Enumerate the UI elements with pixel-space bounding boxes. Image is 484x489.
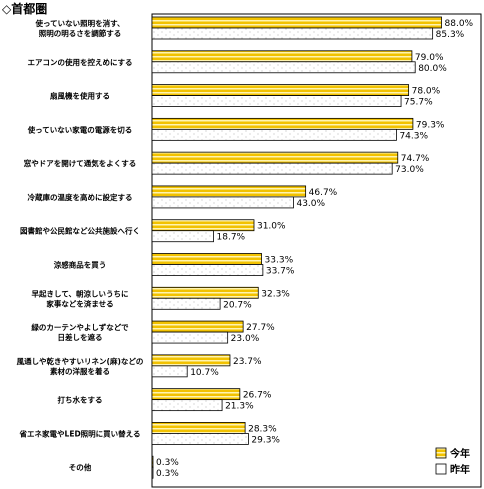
bar-this-year [151,422,246,434]
bar-this-year [151,151,399,164]
category-label: 冷蔵庫の温度を高めに設定する [28,192,133,202]
value-label-this-year: 26.7% [243,391,272,401]
category-label: 日差しを遮る [58,332,103,342]
bar-last-year [151,365,188,378]
bar-this-year [151,117,414,130]
bar-this-year [151,50,413,63]
bar-last-year [151,196,294,209]
value-label-last-year: 74.3% [399,131,428,141]
value-label-this-year: 31.0% [257,222,286,232]
category-label: 窓やドアを開けて通気をよくする [24,158,137,168]
bar-this-year [151,16,442,29]
category-label: 照明の明るさを調節する [39,28,122,38]
category-label: 図書館や公民館など公共施設へ行く [20,226,140,236]
value-label-last-year: 23.0% [231,334,260,344]
value-label-last-year: 10.7% [190,368,219,378]
value-label-last-year: 80.0% [418,64,447,74]
bar-this-year [151,320,244,333]
value-label-this-year: 74.7% [401,154,430,164]
value-label-last-year: 73.0% [395,165,424,175]
bar-last-year [151,61,416,74]
bar-this-year [151,354,231,367]
value-label-this-year: 27.7% [246,323,275,333]
legend-label-this-year: 今年 [449,447,470,460]
legend-swatch-this-year [435,447,447,459]
value-label-this-year: 28.3% [248,424,277,434]
bar-this-year [151,286,259,299]
value-label-last-year: 29.3% [251,435,280,445]
value-label-this-year: 79.0% [415,53,444,63]
value-label-last-year: 85.3% [436,30,465,40]
category-label: 涼感商品を買う [54,260,107,270]
value-label-last-year: 21.3% [225,402,254,412]
value-label-this-year: 88.0% [445,19,474,29]
bar-last-year [151,331,229,344]
bar-this-year [151,84,410,96]
value-label-last-year: 18.7% [217,233,246,243]
value-label-last-year: 75.7% [404,98,433,108]
value-label-this-year: 32.3% [261,289,290,299]
value-label-last-year: 0.3% [156,469,179,479]
category-label: エアコンの使用を控えめにする [27,57,132,67]
category-label: 素材の洋服を着る [50,366,110,376]
value-label-last-year: 43.0% [296,199,325,209]
plot-frame [151,13,482,488]
value-label-this-year: 23.7% [233,357,262,367]
bar-this-year [151,253,262,265]
value-label-this-year: 78.0% [412,87,441,97]
category-label: 使っていない家電の電源を切る [27,124,133,134]
bar-this-year [151,388,241,401]
value-label-last-year: 33.7% [266,267,295,277]
bar-this-year [151,455,154,468]
category-label: 早起きして、朝涼しいうちに [32,288,129,298]
category-label: 緑のカーテンやよしずなどで [31,322,129,332]
value-label-this-year: 33.3% [265,256,294,266]
category-label: その他 [69,462,92,472]
value-label-this-year: 79.3% [416,120,445,130]
bar-this-year [151,219,255,232]
bar-this-year [151,185,307,198]
bar-last-year [151,433,249,445]
legend-label-last-year: 昨年 [450,463,470,476]
value-label-this-year: 46.7% [309,188,338,198]
region-title: ◇首都圏 [2,2,48,16]
category-label: 扇風機を使用する [50,91,110,101]
bar-last-year [151,27,434,40]
bar-last-year [151,230,214,243]
category-label: 打ち水をする [58,395,103,405]
category-labels: 使っていない照明を消す、照明の明るさを調節するエアコンの使用を控えめにする扇風機… [17,18,144,472]
legend-swatch-last-year [435,463,447,475]
category-label: 家事などを済ませる [46,298,113,308]
category-label: 省エネ家電やLED照明に買い替える [19,428,141,438]
category-label: 風通しや乾きやすいリネン(麻)などの [17,356,144,366]
bar-last-year [151,128,397,141]
bar-last-year [151,95,402,107]
value-label-last-year: 20.7% [223,300,252,310]
category-label: 使っていない照明を消す、 [34,18,124,28]
value-label-this-year: 0.3% [156,458,179,468]
bar-last-year [151,162,393,175]
plot-area: 88.0%85.3% 79.0%80.0% 78.0%75.7% 79.3%74.3%… [151,13,482,488]
bar-last-year [151,264,264,276]
bar-last-year [151,466,154,479]
bar-last-year [151,399,223,412]
bar-last-year [151,297,221,310]
